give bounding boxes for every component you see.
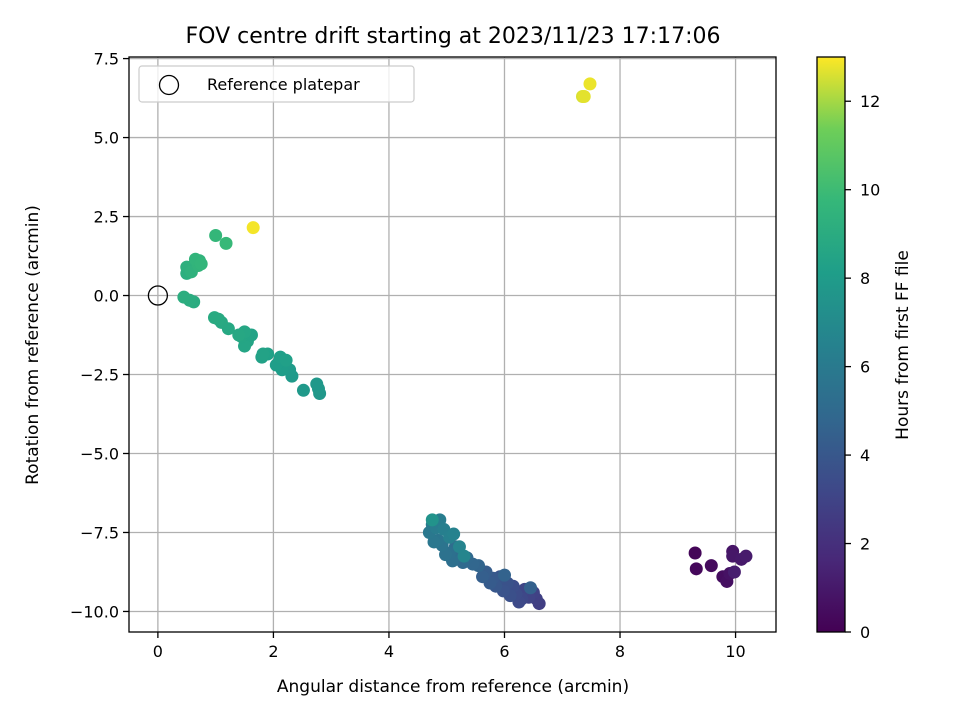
reference-marker-group xyxy=(147,285,169,306)
colorbar: 0 2 4 6 8 10 12 Hours from first FF file xyxy=(816,56,913,642)
colorbar-gradient xyxy=(816,56,846,633)
legend-label: Reference platepar xyxy=(207,75,360,94)
data-point xyxy=(739,549,753,563)
colorbar-tick-label: 10 xyxy=(860,181,880,200)
legend-box xyxy=(138,65,415,103)
colorbar-tick-label: 2 xyxy=(860,535,870,554)
data-point xyxy=(310,377,324,391)
data-point xyxy=(447,527,461,541)
data-point xyxy=(296,383,310,397)
data-point xyxy=(246,221,260,235)
data-point xyxy=(704,559,718,573)
x-tick-label: 0 xyxy=(153,642,163,661)
x-tick-label: 10 xyxy=(725,642,745,661)
data-point xyxy=(457,549,471,563)
colorbar-tick-label: 0 xyxy=(860,623,870,642)
data-point xyxy=(194,257,208,271)
data-point xyxy=(688,546,702,560)
data-point xyxy=(279,353,293,367)
y-axis-ticks: 7.5 5.0 2.5 0.0 −2.5 −5.0 −7.5 −10.0 xyxy=(70,50,129,621)
colorbar-tick-label: 6 xyxy=(860,358,870,377)
y-tick-label: −10.0 xyxy=(70,602,119,621)
legend: Reference platepar xyxy=(138,65,415,103)
data-point xyxy=(207,311,221,325)
colorbar-label: Hours from first FF file xyxy=(893,250,913,440)
x-axis-label: Angular distance from reference (arcmin) xyxy=(277,677,629,697)
y-tick-label: −2.5 xyxy=(80,366,119,385)
plot-frame xyxy=(128,56,777,633)
data-point xyxy=(727,565,741,579)
x-axis-ticks: 0 2 4 6 8 10 xyxy=(153,632,746,661)
y-tick-label: 2.5 xyxy=(94,208,119,227)
y-tick-label: −7.5 xyxy=(80,523,119,542)
y-tick-label: 0.0 xyxy=(94,287,119,306)
x-tick-label: 2 xyxy=(268,642,278,661)
colorbar-ticks: 0 2 4 6 8 10 12 xyxy=(845,92,880,642)
reference-platepar-marker xyxy=(147,285,169,306)
data-points xyxy=(177,77,753,611)
x-tick-label: 6 xyxy=(499,642,509,661)
data-point xyxy=(425,513,439,527)
data-point xyxy=(497,568,511,582)
colorbar-tick-label: 4 xyxy=(860,446,870,465)
y-tick-label: −5.0 xyxy=(80,444,119,463)
x-tick-label: 8 xyxy=(615,642,625,661)
data-point xyxy=(577,89,591,103)
data-point xyxy=(476,570,490,584)
x-tick-label: 4 xyxy=(384,642,394,661)
y-tick-label: 5.0 xyxy=(94,129,119,148)
data-point xyxy=(209,229,223,243)
data-point xyxy=(256,347,270,361)
legend-marker-icon xyxy=(158,74,180,96)
data-point xyxy=(219,236,233,250)
y-tick-label: 7.5 xyxy=(94,50,119,69)
data-point xyxy=(523,581,537,595)
data-point xyxy=(583,77,597,91)
data-point xyxy=(177,290,191,304)
chart-title: FOV centre drift starting at 2023/11/23 … xyxy=(186,24,721,49)
y-axis-label: Rotation from reference (arcmin) xyxy=(23,205,43,485)
data-point xyxy=(689,562,703,576)
colorbar-tick-label: 12 xyxy=(860,92,880,111)
data-point xyxy=(232,328,246,342)
colorbar-tick-label: 8 xyxy=(860,269,870,288)
